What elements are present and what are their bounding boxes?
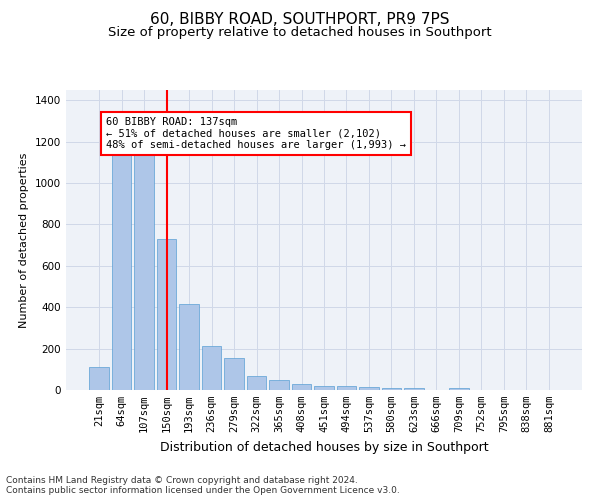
- Bar: [359, 387, 379, 390]
- Bar: [382, 388, 401, 390]
- Bar: [89, 367, 109, 390]
- Y-axis label: Number of detached properties: Number of detached properties: [19, 152, 29, 328]
- Bar: [269, 380, 289, 390]
- Text: 60 BIBBY ROAD: 137sqm
← 51% of detached houses are smaller (2,102)
48% of semi-d: 60 BIBBY ROAD: 137sqm ← 51% of detached …: [106, 117, 406, 150]
- Bar: [247, 376, 266, 390]
- Bar: [337, 386, 356, 390]
- Text: Size of property relative to detached houses in Southport: Size of property relative to detached ho…: [108, 26, 492, 39]
- Bar: [449, 388, 469, 390]
- Bar: [112, 149, 131, 390]
- Bar: [314, 386, 334, 390]
- Bar: [202, 346, 221, 390]
- Text: Contains HM Land Registry data © Crown copyright and database right 2024.
Contai: Contains HM Land Registry data © Crown c…: [6, 476, 400, 495]
- X-axis label: Distribution of detached houses by size in Southport: Distribution of detached houses by size …: [160, 440, 488, 454]
- Bar: [134, 149, 154, 390]
- Bar: [224, 358, 244, 390]
- Bar: [292, 384, 311, 390]
- Bar: [404, 388, 424, 390]
- Bar: [179, 304, 199, 390]
- Text: 60, BIBBY ROAD, SOUTHPORT, PR9 7PS: 60, BIBBY ROAD, SOUTHPORT, PR9 7PS: [150, 12, 450, 28]
- Bar: [157, 239, 176, 390]
